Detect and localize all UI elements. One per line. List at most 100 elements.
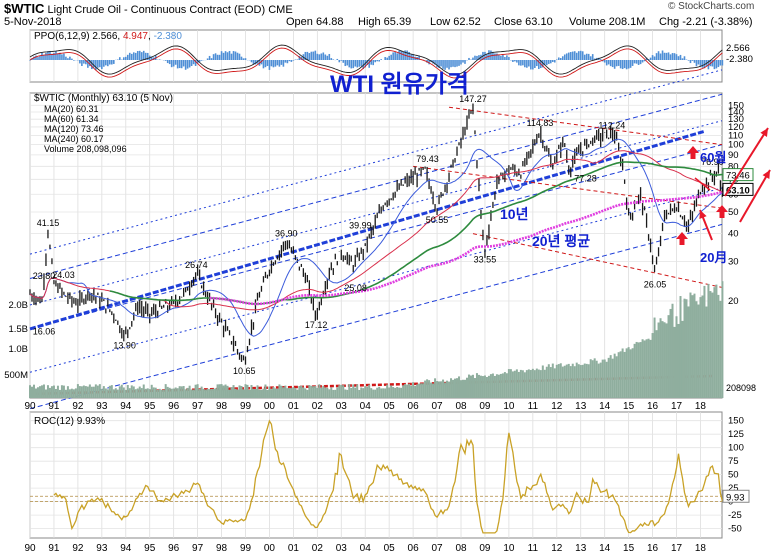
ppo-hist-bar bbox=[47, 51, 49, 60]
ppo-hist-bar bbox=[579, 50, 582, 60]
ppo-hist-bar bbox=[338, 60, 341, 63]
volume-bar bbox=[414, 385, 417, 398]
ppo-hist-bar bbox=[262, 60, 265, 69]
ppo-hist-bar bbox=[456, 60, 458, 67]
price-label: 77.28 bbox=[574, 174, 597, 184]
arrow-breakout-head bbox=[760, 128, 768, 137]
volume-bar bbox=[493, 375, 496, 398]
x-tick-label: 08 bbox=[455, 401, 467, 412]
volume-bar bbox=[525, 370, 528, 398]
ppo-hist-bar bbox=[452, 60, 454, 67]
volume-bar bbox=[619, 351, 622, 398]
volume-bar bbox=[346, 389, 349, 398]
volume-bar bbox=[677, 323, 680, 398]
ppo-hist-bar bbox=[166, 60, 169, 64]
volume-bar bbox=[194, 384, 197, 398]
ppo-hist-bar bbox=[33, 56, 35, 60]
volume-bar bbox=[547, 364, 550, 398]
volume-bar bbox=[581, 364, 584, 398]
ppo-hist-bar bbox=[657, 51, 660, 60]
volume-bar bbox=[314, 385, 317, 398]
volume-bar bbox=[545, 366, 548, 398]
ppo-hist-bar bbox=[304, 51, 307, 60]
legend-ma120: MA(120) 73.46 bbox=[44, 124, 104, 134]
volume-bar bbox=[86, 386, 89, 398]
ppo-hist-bar bbox=[599, 59, 602, 60]
ppo-hist-bar bbox=[589, 56, 592, 60]
ppo-hist-bar bbox=[254, 60, 257, 65]
y-tick-label: 90 bbox=[728, 150, 739, 161]
volume-bar bbox=[94, 384, 97, 398]
volume-bar bbox=[458, 376, 461, 398]
y-tick-label: 50 bbox=[728, 207, 739, 218]
volume-bar bbox=[671, 303, 674, 398]
volume-bar bbox=[340, 384, 343, 398]
up-arrow-3 bbox=[716, 205, 728, 218]
volume-bar bbox=[511, 371, 514, 398]
volume-bar bbox=[174, 387, 177, 398]
ppo-hist-bar bbox=[57, 53, 59, 60]
volume-bar bbox=[208, 389, 211, 398]
volume-bar bbox=[288, 387, 291, 398]
roc-tick-label: 150 bbox=[728, 416, 744, 427]
ppo-hist-bar bbox=[330, 58, 333, 60]
ppo-hist-bar bbox=[434, 60, 436, 65]
ppo-hist-bar bbox=[51, 53, 53, 60]
ppo-hist-bar bbox=[290, 60, 293, 62]
ppo-hist-bar bbox=[216, 54, 219, 60]
volume-bar bbox=[226, 385, 229, 398]
volume-bar bbox=[284, 385, 287, 398]
ppo-hist-bar bbox=[242, 58, 245, 60]
ppo-hist-bar bbox=[274, 60, 277, 67]
ppo-hist-bar bbox=[170, 60, 173, 68]
volume-bar bbox=[617, 352, 620, 398]
roc-tick-label: 75 bbox=[728, 456, 739, 467]
volume-bar bbox=[214, 388, 217, 398]
ppo-hist-bar bbox=[210, 58, 213, 60]
annotation-10yr: 10년 bbox=[500, 206, 528, 222]
x-tick-label-bottom: 96 bbox=[168, 543, 180, 554]
annotation-20yr-avg: 20년 평균 bbox=[532, 233, 590, 249]
volume-bar bbox=[300, 385, 303, 398]
volume-bar bbox=[396, 387, 399, 398]
ppo-hist-bar bbox=[206, 58, 209, 60]
ppo-hist-bar bbox=[553, 60, 556, 63]
x-tick-label: 12 bbox=[551, 401, 563, 412]
price-label: 26.05 bbox=[644, 279, 667, 289]
roc-tick-label: -50 bbox=[728, 524, 742, 535]
y-tick-label: 150 bbox=[728, 100, 744, 111]
ppo-hist-bar bbox=[571, 51, 574, 60]
ppo-hist-bar bbox=[340, 60, 343, 61]
volume-bar bbox=[42, 384, 45, 398]
ppo-hist-bar bbox=[454, 60, 456, 68]
x-tick-label-bottom: 06 bbox=[408, 543, 420, 554]
ppo-hist-bar bbox=[504, 57, 506, 60]
volume-tag: 208098 bbox=[726, 383, 756, 393]
volume-bar bbox=[72, 389, 75, 398]
volume-bar bbox=[410, 385, 413, 398]
volume-bar bbox=[306, 389, 309, 398]
volume-bar bbox=[244, 384, 247, 398]
volume-tick-label: 500M bbox=[4, 370, 28, 381]
price-label: 26.74 bbox=[185, 260, 208, 270]
ppo-hist-bar bbox=[374, 60, 377, 63]
arrow-breakout-2-shaft bbox=[739, 169, 771, 223]
ppo-hist-bar bbox=[559, 58, 562, 60]
ppo-hist-bar bbox=[617, 60, 620, 66]
volume-bar bbox=[78, 386, 81, 398]
ppo-hist-bar bbox=[587, 53, 590, 60]
volume-bars bbox=[29, 281, 724, 398]
volume-bar bbox=[362, 388, 365, 398]
volume-bar bbox=[406, 384, 409, 398]
ppo-hist-bar bbox=[111, 60, 113, 65]
x-tick-label: 10 bbox=[503, 401, 515, 412]
ppo-axis-2: -2.380 bbox=[726, 54, 753, 65]
roc-tag-box bbox=[722, 489, 750, 503]
volume-bar bbox=[561, 366, 564, 398]
ppo-hist-bar bbox=[538, 60, 540, 70]
volume-bar bbox=[583, 363, 586, 398]
ppo-hist-bar bbox=[328, 53, 331, 60]
ppo-hist-bar bbox=[318, 54, 321, 60]
volume-bar bbox=[248, 389, 251, 398]
ppo-hist-bar bbox=[284, 60, 287, 63]
